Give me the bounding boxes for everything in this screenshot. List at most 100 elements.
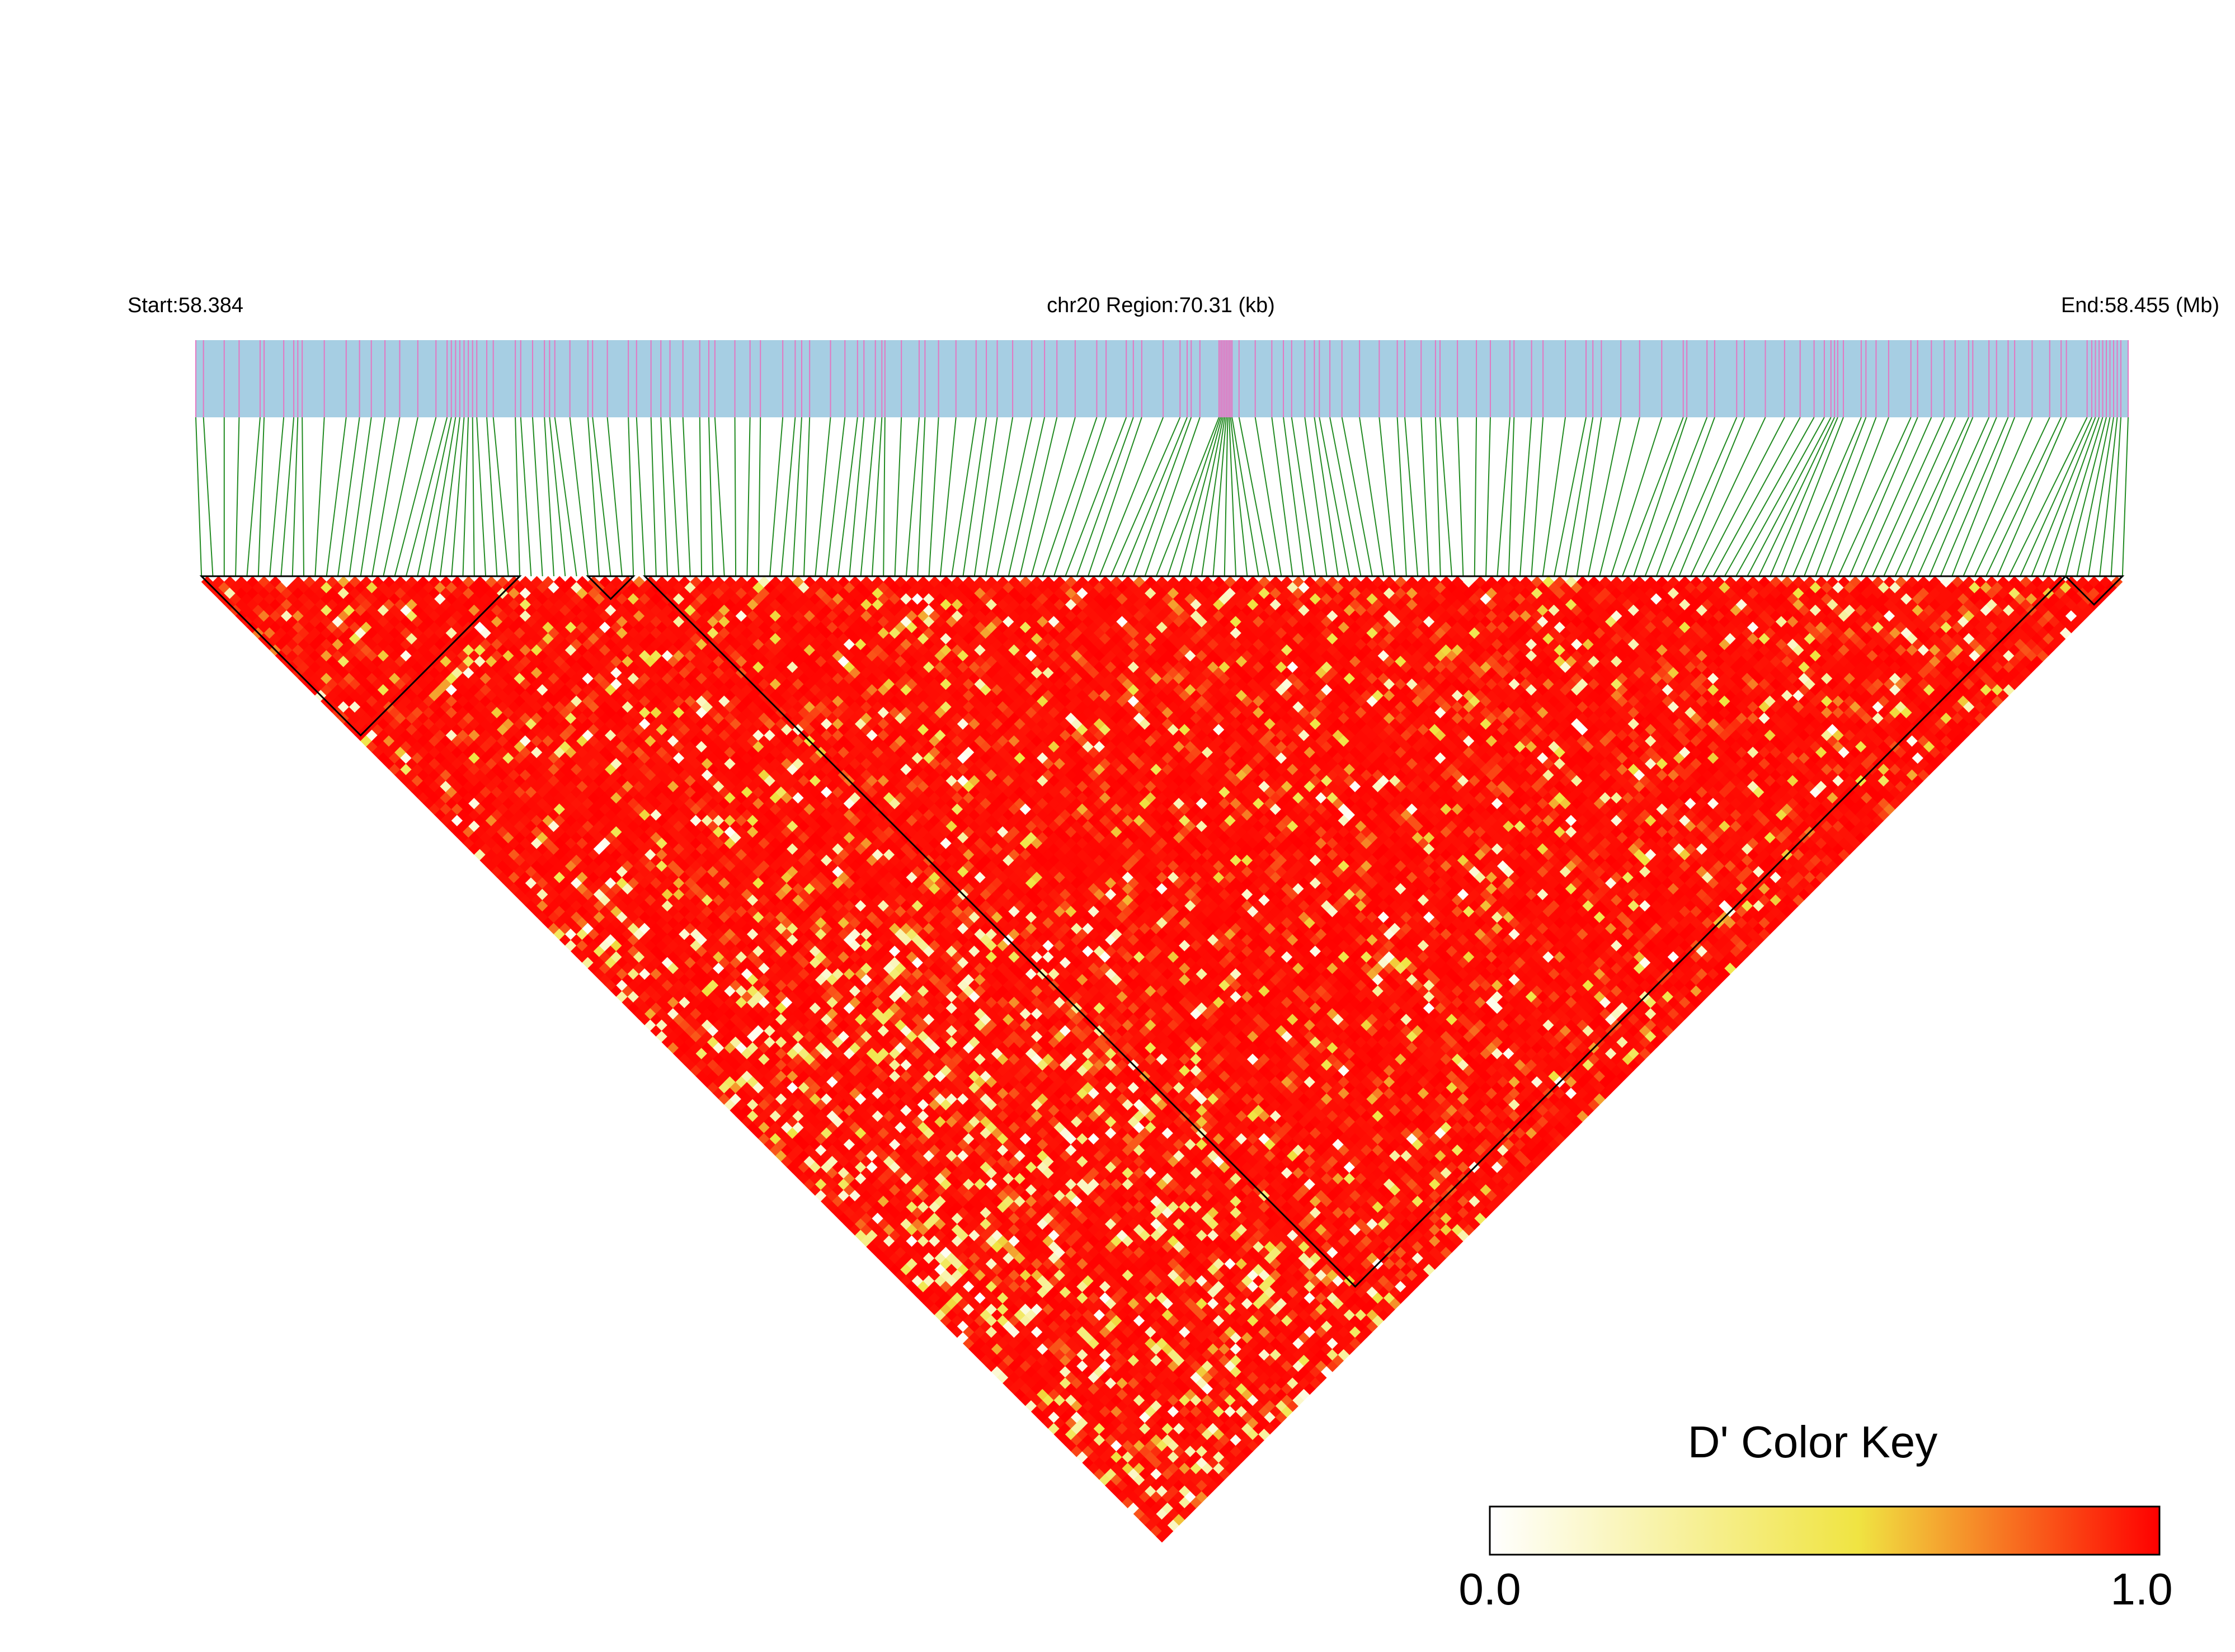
snp-connector <box>1439 417 1453 577</box>
snp-connector <box>1076 417 1134 577</box>
snp-connector <box>1229 417 1237 577</box>
snp-connector <box>592 417 611 577</box>
snp-connector <box>554 417 577 577</box>
snp-connector <box>1291 417 1316 577</box>
snp-connector <box>1531 417 1544 577</box>
snp-connector <box>1283 417 1305 577</box>
snp-connector <box>660 417 669 577</box>
snp-connector <box>1644 417 1708 577</box>
snp-connector <box>1905 417 1974 577</box>
snp-connector <box>439 417 460 577</box>
snp-connector <box>371 417 401 577</box>
snp-connector <box>1542 417 1566 577</box>
snp-connector <box>462 417 469 577</box>
snp-connector <box>1871 417 1945 577</box>
snp-connector <box>2008 417 2088 577</box>
snp-connector <box>1837 417 1912 577</box>
snp-connector <box>628 417 634 577</box>
snp-connector <box>1224 417 1229 577</box>
snp-connector <box>1883 417 1956 577</box>
snp-connector <box>1633 417 1688 577</box>
snp-connector <box>2110 417 2122 577</box>
snp-position-ticks <box>195 340 2129 417</box>
snp-connector <box>699 417 703 577</box>
snp-connector <box>472 417 475 577</box>
snp-connector <box>195 417 203 577</box>
snp-connector <box>1110 417 1181 577</box>
snp-connector <box>291 417 299 577</box>
snp-connector <box>757 417 761 577</box>
snp-connector <box>360 417 386 577</box>
snp-connector <box>1133 417 1192 577</box>
snp-connector <box>1212 417 1227 577</box>
snp-connector <box>2053 417 2104 577</box>
snp-connector-lines <box>195 417 2129 577</box>
snp-connector <box>1008 417 1046 577</box>
snp-connector <box>1997 417 2067 577</box>
snp-connector <box>1985 417 2062 577</box>
snp-connector <box>1201 417 1226 577</box>
snp-connector <box>905 417 920 577</box>
snp-connector <box>2121 417 2129 577</box>
snp-connector <box>1474 417 1478 577</box>
snp-connector <box>1329 417 1362 577</box>
snp-connector <box>714 417 725 577</box>
snp-connector <box>2020 417 2092 577</box>
snp-connector <box>1155 417 1220 577</box>
snp-connector <box>549 417 566 577</box>
snp-connector <box>1053 417 1107 577</box>
snp-connector <box>1860 417 1932 577</box>
snp-connector <box>1404 417 1419 577</box>
snp-connector <box>1231 417 1259 577</box>
snp-connector <box>951 417 977 577</box>
snp-connector <box>1230 417 1248 577</box>
snp-connector <box>1271 417 1293 577</box>
snp-connector <box>337 417 360 577</box>
snp-connector <box>405 417 448 577</box>
snp-connector <box>1678 417 1745 577</box>
snp-connector <box>883 417 886 577</box>
snp-connector <box>476 417 487 577</box>
snp-connector <box>203 417 214 577</box>
snp-connector <box>1792 417 1862 577</box>
snp-connector <box>2042 417 2100 577</box>
snp-connector <box>417 417 452 577</box>
snp-connector <box>780 417 796 577</box>
snp-connector <box>2065 417 2107 577</box>
snp-connector <box>1099 417 1164 577</box>
snp-connector <box>1963 417 2033 577</box>
snp-connector <box>1420 417 1430 577</box>
snp-connector <box>734 417 737 577</box>
snp-connector <box>708 417 714 577</box>
snp-connector <box>235 417 240 577</box>
snp-connector <box>606 417 623 577</box>
snp-connector <box>962 417 987 577</box>
region-title: chr20 Region:70.31 (kb) <box>1047 294 1275 317</box>
snp-connector <box>1341 417 1373 577</box>
snp-connector <box>1599 417 1640 577</box>
snp-connector <box>246 417 261 577</box>
region-start-label: Start:58.384 <box>128 294 243 317</box>
snp-connector <box>792 417 802 577</box>
snp-connector <box>1304 417 1328 577</box>
snp-connector <box>302 417 305 577</box>
snp-connector <box>1378 417 1396 577</box>
snp-connector <box>486 417 498 577</box>
snp-connector <box>1951 417 2016 577</box>
snp-connector <box>1667 417 1738 577</box>
snp-connector <box>1396 417 1407 577</box>
snp-connector <box>1621 417 1684 577</box>
snp-connector <box>1655 417 1715 577</box>
snp-connector <box>928 417 939 577</box>
snp-connector <box>746 417 751 577</box>
snp-connector <box>1587 417 1622 577</box>
snp-connector <box>1724 417 1815 577</box>
snp-connector <box>1238 417 1271 577</box>
snp-connector <box>2087 417 2114 577</box>
snp-connector <box>451 417 465 577</box>
snp-connector <box>894 417 902 577</box>
snp-position-track <box>196 340 2128 417</box>
snp-connector <box>650 417 657 577</box>
snp-connector <box>326 417 347 577</box>
snp-connector <box>314 417 325 577</box>
